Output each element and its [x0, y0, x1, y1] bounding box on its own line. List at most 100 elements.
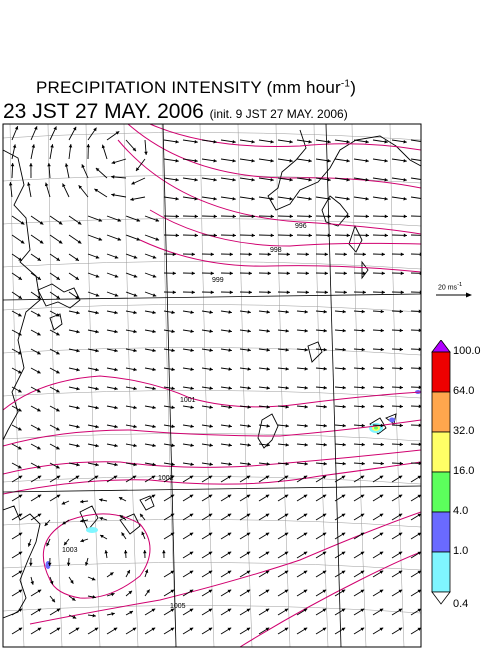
wind-arrow	[125, 272, 138, 278]
wind-arrow	[277, 233, 294, 238]
wind-arrow	[391, 233, 408, 238]
wind-arrow	[296, 494, 308, 502]
wind-arrow	[106, 592, 115, 597]
wind-arrow	[30, 367, 41, 374]
wind-arrow	[201, 290, 215, 295]
colorbar-top-arrow	[431, 340, 451, 353]
wind-arrow	[239, 608, 251, 616]
wind-arrow	[44, 519, 51, 527]
wind-arrow	[144, 291, 157, 297]
wind-arrow	[125, 627, 137, 635]
colorbar-segment	[431, 511, 451, 553]
wind-arrow	[201, 462, 213, 466]
wind-arrow	[182, 290, 196, 295]
wind-arrow	[68, 443, 80, 448]
wind-arrow	[391, 309, 404, 314]
wind-arrow	[182, 405, 194, 410]
wind-arrow	[30, 608, 42, 616]
wind-arrow	[391, 214, 408, 219]
wind-arrow	[68, 614, 77, 619]
wind-arrow	[277, 532, 289, 540]
wind-arrow	[49, 144, 54, 160]
wind-arrow	[182, 475, 194, 483]
wind-arrow	[87, 253, 100, 259]
wind-arrow	[220, 532, 232, 540]
wind-arrow	[353, 404, 366, 409]
isobar-label: 1003	[62, 547, 78, 554]
wind-arrow	[125, 234, 141, 241]
wind-arrow	[11, 462, 22, 469]
wind-arrow	[258, 513, 270, 521]
wind-arrow	[182, 329, 194, 334]
wind-arrow	[296, 233, 313, 238]
wind-arrow	[182, 551, 194, 559]
wind-arrow	[334, 347, 346, 352]
wind-arrow	[11, 125, 19, 141]
wind-arrow	[315, 233, 332, 238]
chart-title: PRECIPITATION INTENSITY (mm hour-1)	[36, 78, 357, 97]
wind-arrow	[315, 404, 327, 409]
wind-arrow	[277, 214, 294, 219]
wind-arrow	[410, 215, 421, 217]
colorbar-level-label: 64.0	[453, 385, 475, 397]
precipitation-colorbar	[431, 340, 451, 605]
wind-arrow	[163, 405, 175, 410]
isobar-labels: 996 998 999 1001 1002 1003 1005	[62, 223, 307, 610]
wind-arrow	[30, 234, 44, 244]
wind-arrow	[201, 532, 213, 540]
wind-arrow	[11, 234, 25, 244]
wind-arrow	[220, 570, 232, 578]
wind-arrow	[68, 405, 80, 410]
wind-arrow	[410, 158, 421, 161]
wind-arrow	[94, 188, 108, 198]
wind-arrow	[68, 234, 82, 244]
wind-arrow	[121, 532, 127, 540]
wind-arrow	[239, 424, 251, 428]
wind-arrow	[315, 551, 327, 559]
wind-arrow	[106, 348, 118, 353]
wind-arrow	[163, 196, 179, 201]
wind-arrow	[201, 329, 213, 333]
wind-arrow	[239, 196, 255, 201]
wind-arrow	[68, 576, 74, 584]
wind-arrow	[30, 475, 42, 483]
wind-arrow	[49, 608, 61, 616]
wind-arrow	[104, 550, 108, 559]
wind-arrow	[106, 443, 118, 448]
wind-arrow	[163, 271, 177, 276]
wind-arrow	[87, 329, 99, 334]
wind-arrow	[277, 310, 289, 314]
wind-arrow	[239, 177, 255, 182]
colorbar-segment	[431, 471, 451, 513]
wind-arrow	[315, 608, 327, 616]
wind-arrow	[315, 328, 327, 333]
wind-arrow	[144, 569, 149, 578]
wind-arrow	[201, 196, 217, 201]
wind-arrow	[68, 424, 80, 429]
wind-arrow	[277, 475, 289, 483]
wind-arrow	[410, 627, 421, 635]
wind-arrow	[87, 613, 96, 618]
wind-arrow	[201, 513, 213, 521]
wind-arrow	[391, 271, 405, 276]
wind-arrow	[410, 608, 421, 616]
wind-arrow	[11, 405, 22, 412]
wind-arrow	[277, 386, 289, 390]
lat-lon-grid	[3, 124, 421, 647]
wind-arrow	[68, 595, 76, 602]
wind-arrow	[296, 442, 308, 447]
wind-arrow	[315, 513, 327, 521]
wind-arrow	[410, 551, 421, 559]
wind-arrow	[125, 475, 137, 483]
wind-arrow	[87, 127, 97, 141]
wind-arrow	[239, 310, 251, 314]
wind-arrow	[372, 461, 385, 466]
wind-arrow	[410, 404, 421, 409]
wind-arrow	[220, 589, 232, 597]
wind-arrow	[353, 423, 366, 428]
wind-arrow	[353, 252, 367, 257]
wind-arrow	[277, 177, 293, 182]
wind-arrow	[258, 329, 270, 333]
wind-arrow	[182, 570, 194, 578]
wind-arrow	[296, 366, 308, 371]
